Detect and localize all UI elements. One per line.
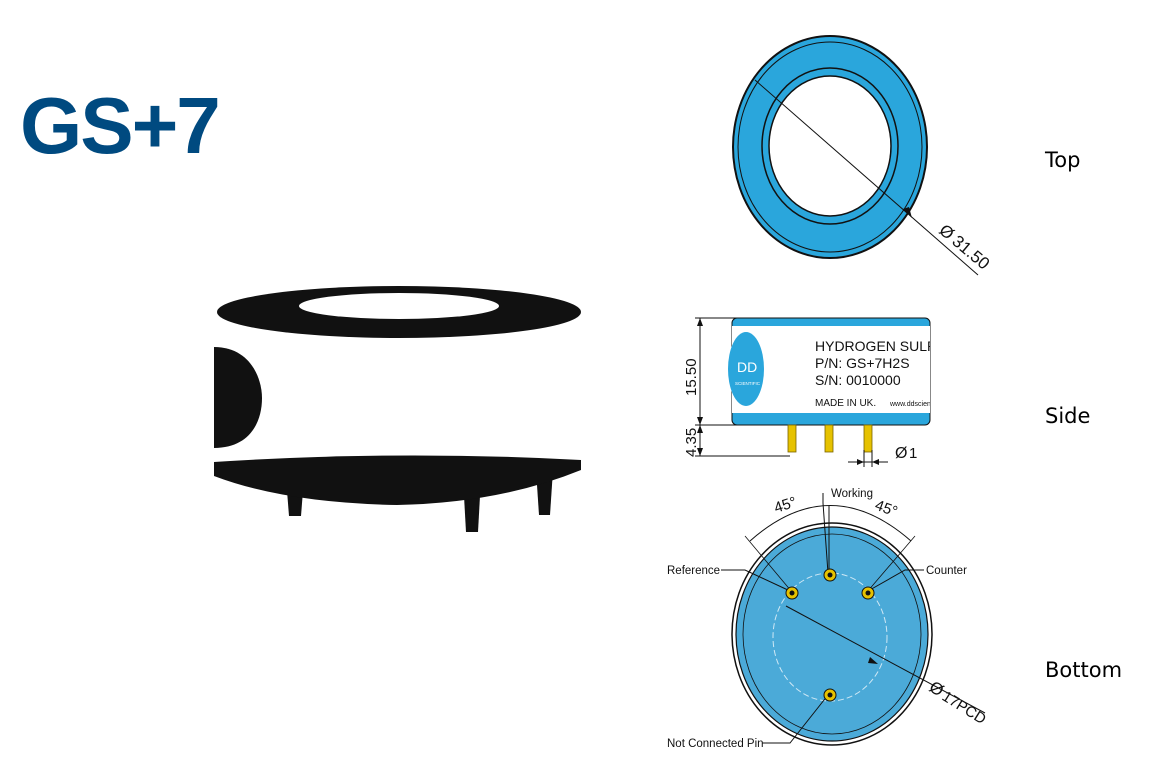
side-footer-left: MADE IN UK. — [815, 398, 876, 409]
side-pin-diameter: 1 — [909, 445, 917, 462]
label-bottom-view: Bottom — [1045, 658, 1123, 682]
side-label-line-3: S/N: 0010000 — [815, 372, 901, 388]
bottom-angle-left: 45° — [772, 494, 799, 517]
diameter-symbol-icon: Ø — [895, 445, 907, 462]
side-logo-sub: SCIENTIFIC — [735, 381, 761, 386]
side-label-line-1: HYDROGEN SULPHIDE — [815, 338, 970, 354]
label-top-view: Top — [1045, 148, 1081, 172]
bottom-view-drawing — [721, 493, 986, 746]
pin-label-counter: Counter — [926, 565, 967, 577]
sensor-illustration-icon — [214, 286, 581, 532]
bottom-face — [735, 526, 929, 742]
side-height-pins: 4.35 — [683, 428, 700, 457]
side-footer-right: www.ddscientific.com — [889, 401, 957, 408]
side-height-body: 15.50 — [683, 358, 700, 396]
side-logo: DD — [737, 359, 757, 375]
product-title: GS+7 — [20, 81, 221, 170]
bottom-angle-right: 45° — [873, 497, 900, 521]
pin-label-not-connected: Not Connected Pin — [667, 738, 764, 750]
side-label-line-2: P/N: GS+7H2S — [815, 355, 910, 371]
side-view-drawing — [695, 317, 931, 467]
label-side-view: Side — [1045, 404, 1091, 428]
side-label — [732, 326, 930, 413]
top-dimension: 31.50 — [948, 232, 993, 274]
bottom-pcd-dimension: 17PCD — [939, 688, 989, 728]
pin-label-working: Working — [831, 488, 873, 500]
top-view-drawing — [732, 35, 979, 276]
pin-label-reference: Reference — [667, 565, 720, 577]
